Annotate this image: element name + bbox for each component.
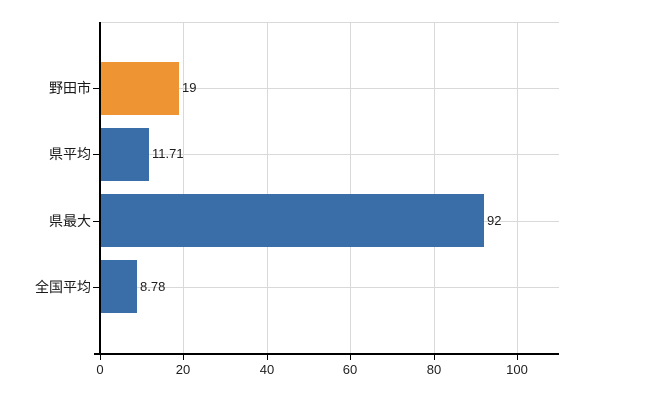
bar bbox=[101, 194, 484, 247]
x-axis-tick bbox=[267, 355, 268, 360]
x-tick-label: 40 bbox=[259, 362, 275, 377]
x-axis-tick bbox=[517, 355, 518, 360]
bar bbox=[101, 260, 137, 313]
category-tick bbox=[93, 154, 100, 155]
x-tick-label: 80 bbox=[426, 362, 442, 377]
x-axis-tick bbox=[434, 355, 435, 360]
bar bbox=[101, 128, 149, 181]
gridline-horizontal bbox=[100, 287, 559, 288]
category-label: 県最大 bbox=[49, 213, 91, 229]
x-axis-line bbox=[94, 353, 559, 355]
bar-value-label: 8.78 bbox=[140, 279, 166, 294]
category-label: 野田市 bbox=[49, 80, 91, 96]
bar-value-label: 92 bbox=[487, 213, 502, 228]
x-tick-label: 0 bbox=[96, 362, 104, 377]
category-label: 全国平均 bbox=[35, 279, 91, 295]
y-axis-line bbox=[99, 22, 101, 353]
x-axis-tick bbox=[100, 355, 101, 360]
plot-top-border bbox=[100, 22, 559, 23]
x-tick-label: 100 bbox=[506, 362, 528, 377]
category-label: 県平均 bbox=[49, 146, 91, 162]
gridline-vertical bbox=[183, 22, 185, 353]
gridline-horizontal bbox=[100, 154, 559, 155]
bar bbox=[101, 62, 179, 115]
category-tick bbox=[93, 88, 100, 89]
gridline-vertical bbox=[517, 22, 519, 353]
x-tick-label: 60 bbox=[342, 362, 358, 377]
category-tick bbox=[93, 221, 100, 222]
x-tick-label: 20 bbox=[175, 362, 191, 377]
x-axis-tick bbox=[350, 355, 351, 360]
bar-value-label: 11.71 bbox=[152, 146, 184, 161]
gridline-vertical bbox=[350, 22, 352, 353]
bar-value-label: 19 bbox=[182, 80, 197, 95]
gridline-horizontal bbox=[100, 88, 559, 89]
x-axis-tick bbox=[183, 355, 184, 360]
gridline-vertical bbox=[266, 22, 268, 353]
category-tick bbox=[93, 287, 100, 288]
gridline-vertical bbox=[433, 22, 435, 353]
